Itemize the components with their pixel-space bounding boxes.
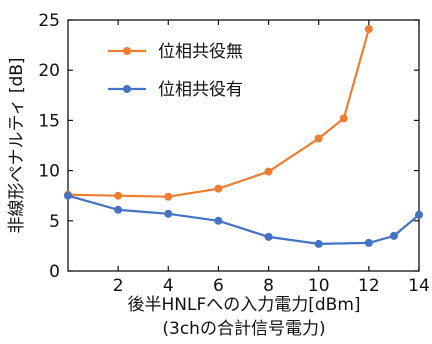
x-tick-label: 2 [113,276,124,296]
series-2-point [114,205,123,214]
legend-marker-1 [123,47,131,55]
x-axis-subtitle: (3chの合計信号電力) [162,319,325,339]
y-tick-label: 10 [38,162,60,182]
plot-frame [67,19,420,272]
series-1-point [314,134,323,143]
series-2-point [314,239,323,248]
series-2-point [164,209,173,218]
series-line-2 [67,194,420,246]
series-1-point [164,192,173,201]
series-2-point [64,191,72,200]
x-tick-label: 8 [263,276,274,296]
series-2-point [415,210,423,219]
legend-label-2: 位相共役有 [158,80,243,100]
series-2-point [264,232,273,241]
series-1-point [364,25,373,34]
x-tick-label: 14 [408,276,430,296]
x-tick-label: 6 [213,276,224,296]
x-tick-label: 12 [358,276,380,296]
x-axis-title: 後半HNLFへの入力電力[dBm] [127,295,360,315]
y-tick-label: 25 [38,11,60,31]
y-tick-label: 0 [49,262,60,282]
x-tick-label: 10 [308,276,330,296]
series-1-point [114,191,123,200]
series-2-point [364,238,373,247]
series-1-point [339,114,348,123]
y-tick-label: 15 [38,111,60,131]
plot-area: 2 4 6 8 10 12 14 0 5 10 15 20 25 位相共役無位相共役有後半HNLFへの入力… [7,11,430,339]
series-1-point [214,184,223,193]
y-tick-label: 20 [38,61,60,81]
series-2-point [389,231,398,240]
y-axis-title: 非線形ペナルティ [dB] [7,57,27,233]
legend-marker-2 [123,85,131,93]
series-line-1 [67,28,370,198]
series-1-point [264,167,273,176]
series-2-point [214,216,223,225]
legend-label-1: 位相共役無 [158,42,243,62]
y-tick-label: 5 [49,212,60,232]
x-tick-label: 4 [163,276,174,296]
